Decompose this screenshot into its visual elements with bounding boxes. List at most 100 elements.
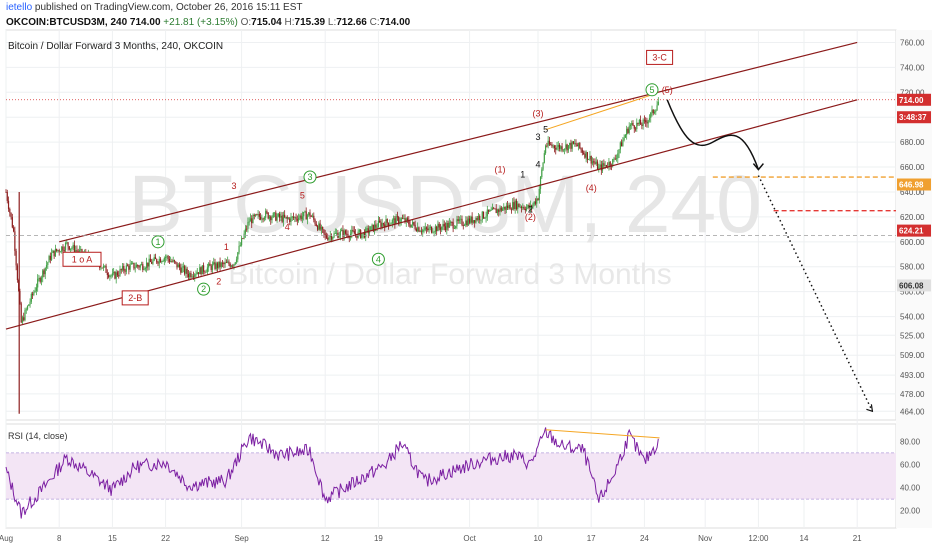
candle-body <box>114 271 116 279</box>
candle-body <box>33 292 35 295</box>
candle-body <box>381 223 383 227</box>
wave-label: 4 <box>535 160 540 170</box>
y-tick-label: 620.00 <box>900 213 925 222</box>
candle-body <box>336 232 338 234</box>
candle-body <box>462 225 464 226</box>
candle-body <box>562 149 564 151</box>
candle-body <box>151 261 153 264</box>
candle-body <box>24 310 26 321</box>
candle-body <box>178 264 181 268</box>
candle-body <box>474 220 476 223</box>
candle-body <box>148 258 150 267</box>
candle-body <box>628 126 630 133</box>
candle-body <box>324 233 326 236</box>
candle-body <box>67 242 69 247</box>
candle-body <box>647 120 649 124</box>
candle-body <box>273 212 276 214</box>
candle-body <box>258 213 260 217</box>
candle-body <box>251 218 253 224</box>
y-tick-label: 600.00 <box>900 238 925 247</box>
candle-body <box>182 266 184 268</box>
close-value: 714.00 <box>379 17 411 28</box>
y-tick-label: 760.00 <box>900 38 925 47</box>
candle-body <box>70 248 72 250</box>
candle-body <box>604 164 606 166</box>
candle-body <box>19 290 21 304</box>
candle-body <box>334 233 336 234</box>
x-tick-label: Aug <box>0 534 13 543</box>
candle-body <box>51 252 53 260</box>
watermark-name: Bitcoin / Dollar Forward 3 Months <box>228 258 672 291</box>
candle-body <box>256 214 258 216</box>
candle-body <box>301 216 303 220</box>
wave-labels: 1 o A 2-B 3-C 1 2 3 4 5 (1) (2) (3) (4) (5) 1 2 3 4 5 1 2 3 4… <box>62 49 674 306</box>
candle-body <box>356 234 358 238</box>
candle-body <box>15 250 17 266</box>
candle-body <box>64 243 67 251</box>
candle-body <box>153 257 155 261</box>
candle-body <box>53 250 55 257</box>
candle-body <box>505 205 507 210</box>
candle-body <box>626 128 628 136</box>
candle-body <box>493 207 495 209</box>
candle-body <box>500 207 502 211</box>
candle-body <box>543 153 545 163</box>
candle-body <box>657 101 659 106</box>
candle-body <box>599 164 601 167</box>
candle-body <box>192 276 195 278</box>
candle-body <box>522 207 524 208</box>
candle-body <box>162 261 164 262</box>
candle-body <box>161 261 163 263</box>
candle-body <box>171 260 173 262</box>
candle-body <box>277 213 279 217</box>
x-tick-label: 19 <box>374 534 383 543</box>
candle-body <box>448 222 450 228</box>
wave-label: 3 <box>231 181 236 191</box>
candle-body <box>276 216 278 221</box>
candle-body <box>280 215 282 218</box>
price-badge-label: 624.21 <box>899 227 924 236</box>
candle-body <box>410 224 412 227</box>
candle-body <box>166 256 168 258</box>
candle-body <box>627 128 629 133</box>
last-price: 714.00 <box>129 17 161 28</box>
candle-body <box>121 266 124 271</box>
candle-body <box>403 218 405 220</box>
candle-body <box>223 263 225 265</box>
x-axis-labels: Aug 8 15 22 Sep 12 19 Oct 10 17 24 Nov 12:00 14 21 <box>0 534 862 543</box>
candle-body <box>546 145 548 147</box>
rsi-tick-label: 40.00 <box>900 484 921 493</box>
candle-body <box>304 211 306 213</box>
candle-body <box>398 217 400 224</box>
candle-body <box>633 125 635 129</box>
candle-body <box>330 235 333 240</box>
candle-body <box>391 219 393 224</box>
candle-body <box>498 209 500 212</box>
candle-body <box>417 227 419 232</box>
author-link[interactable]: ietello <box>6 2 33 13</box>
candle-body <box>617 153 619 159</box>
candle-body <box>37 278 39 288</box>
candle-body <box>527 204 529 208</box>
candle-body <box>643 119 645 121</box>
candle-body <box>196 272 198 274</box>
candle-body <box>576 144 578 147</box>
candle-body <box>593 161 595 163</box>
candle-body <box>338 235 340 238</box>
candle-body <box>138 266 140 268</box>
candle-body <box>370 226 372 231</box>
candle-body <box>650 112 652 118</box>
wave-label: 4 <box>285 222 290 232</box>
candle-body <box>585 152 587 158</box>
candle-body <box>154 257 157 260</box>
candle-body <box>282 214 284 222</box>
candle-body <box>524 209 526 211</box>
candle-body <box>292 216 295 218</box>
candle-body <box>533 201 535 205</box>
candle-body <box>101 267 103 269</box>
x-tick-label: 12 <box>321 534 330 543</box>
candle-body <box>613 158 615 160</box>
candle-body <box>541 169 543 178</box>
candle-body <box>444 226 447 231</box>
